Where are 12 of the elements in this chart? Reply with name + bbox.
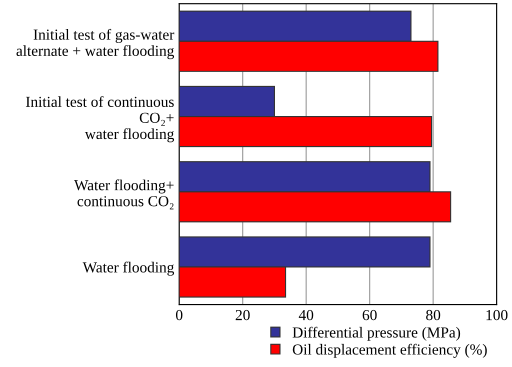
y-tick-label: Water flooding+ continuous CO₂: [74, 179, 174, 210]
x-tick-label: 20: [236, 310, 250, 320]
legend-label: Differential pressure (MPa): [292, 326, 460, 341]
legend-label: Oil displacement efficiency (%): [292, 344, 487, 358]
x-tick-label: 60: [362, 310, 377, 320]
x-tick-label: 100: [486, 310, 508, 320]
y-tick-label: Initial test of gas-water alternate + water flooding: [16, 28, 174, 60]
y-tick-label: Initial test of continuous CO₂+ water flooding: [26, 96, 174, 142]
x-tick-label: 40: [298, 310, 314, 320]
x-tick-label: 80: [426, 310, 440, 320]
y-tick-label: Water flooding: [82, 262, 174, 276]
x-tick-label: 0: [176, 310, 182, 320]
